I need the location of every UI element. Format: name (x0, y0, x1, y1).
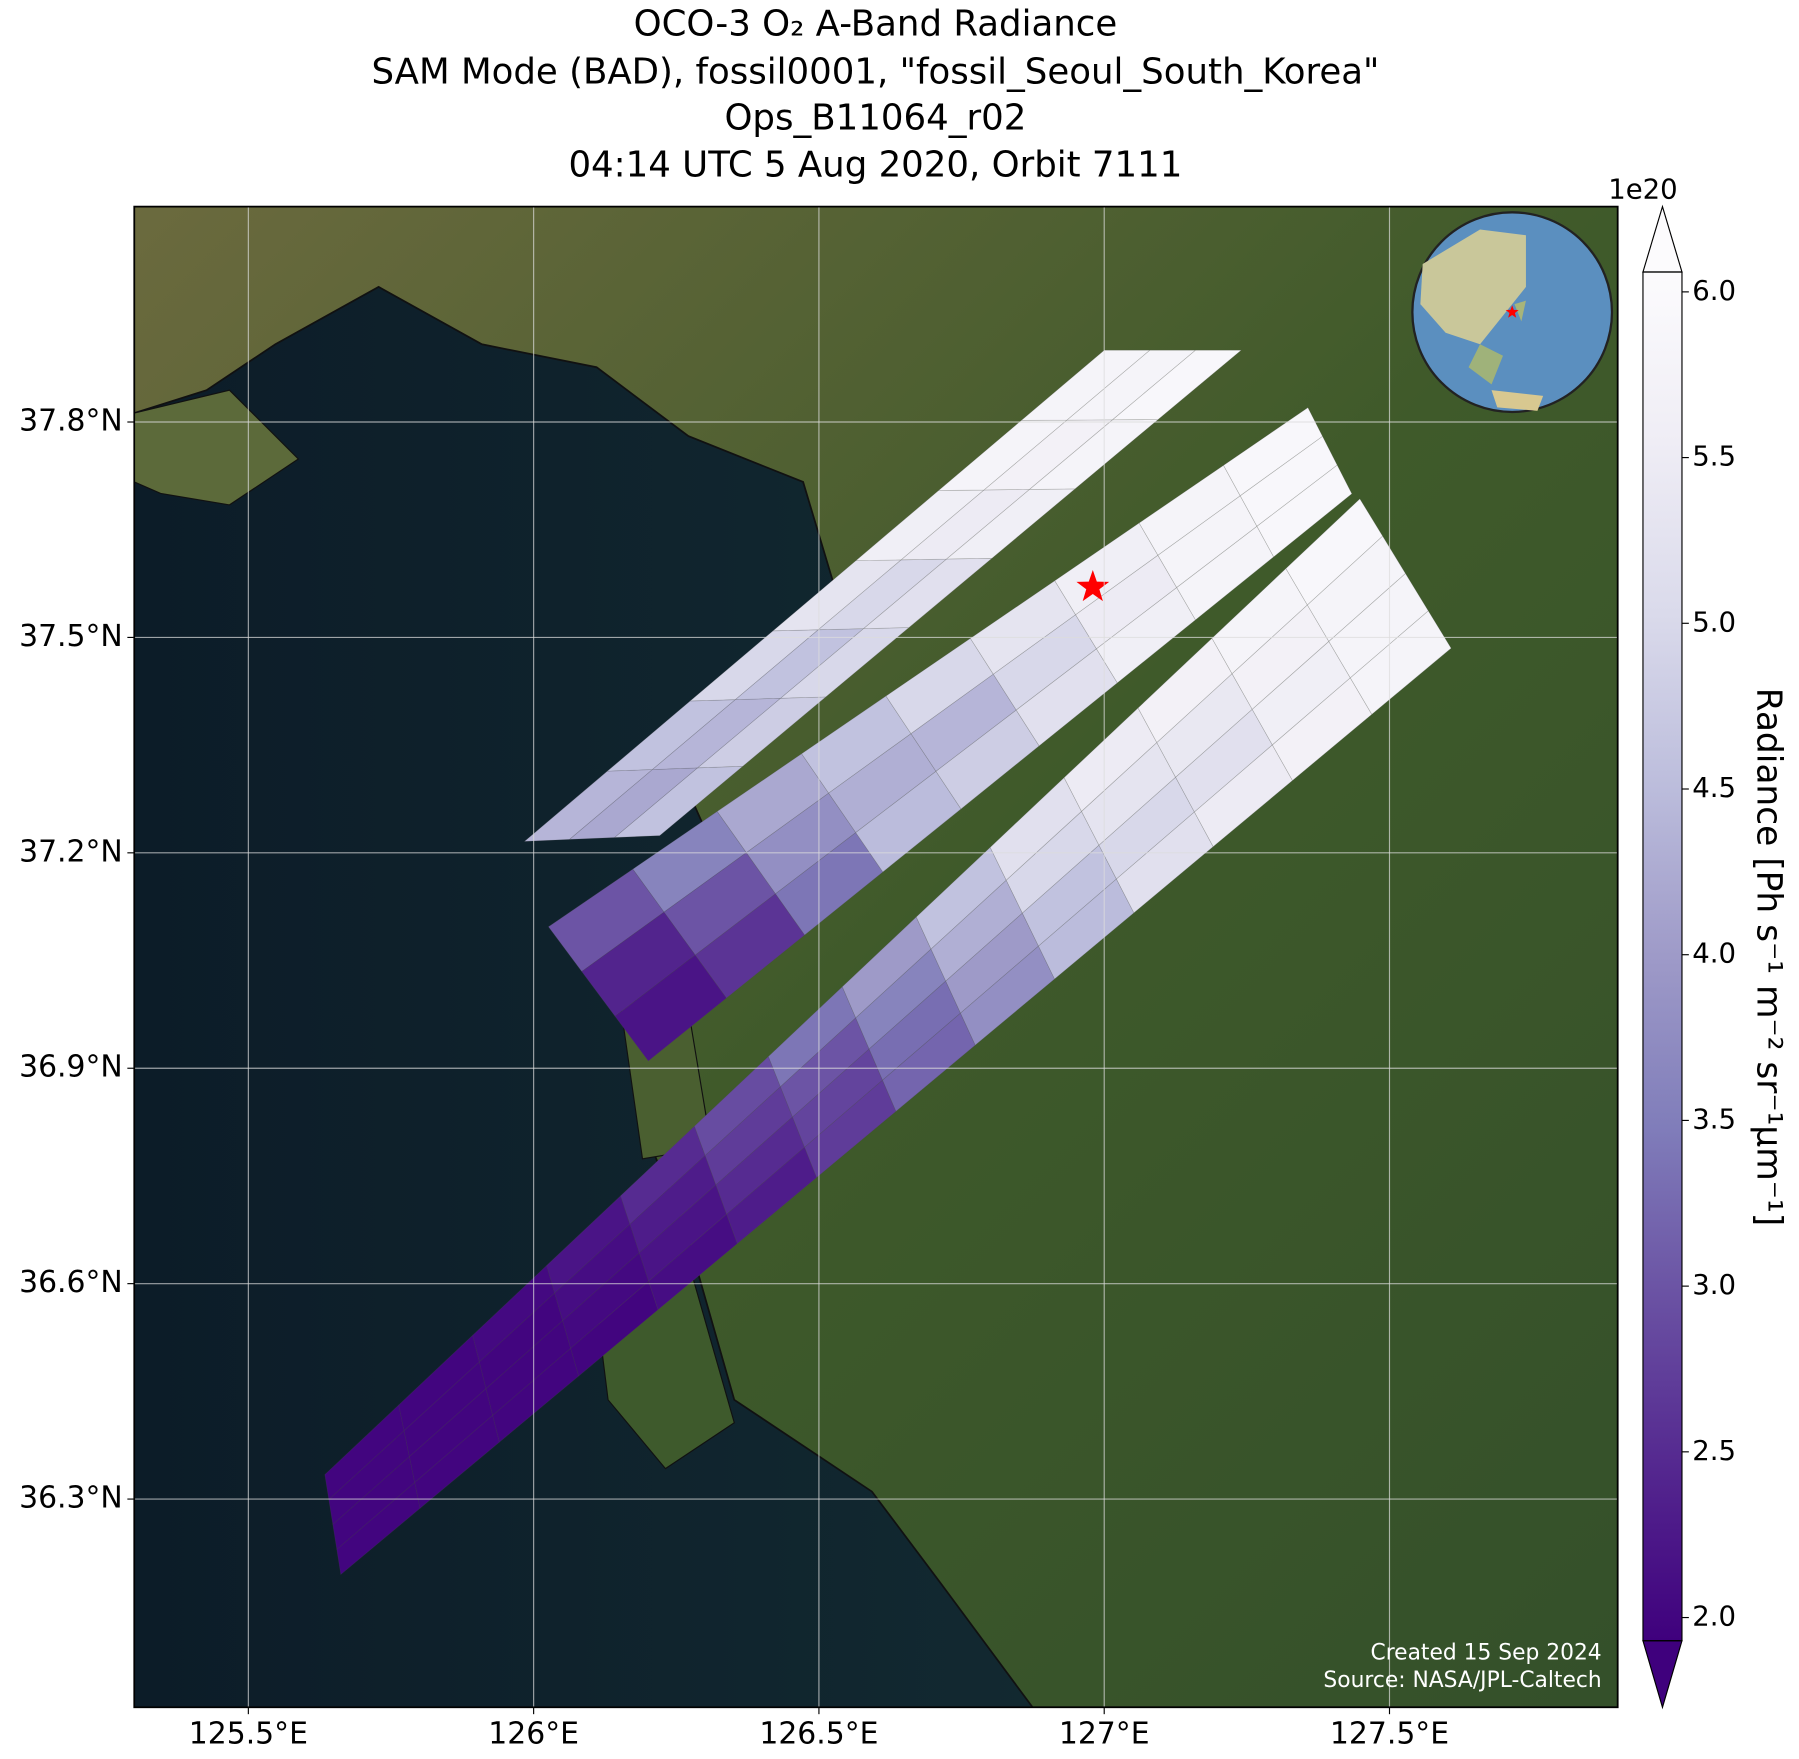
credit: Created 15 Sep 2024 (1370, 1640, 1601, 1665)
map-frame (133, 205, 1619, 1709)
target-star (1076, 569, 1110, 602)
y-tick-label: 37.2°N (19, 834, 123, 869)
swath-layer (324, 349, 1452, 1576)
colorbar-tick-label: 6.0 (1692, 275, 1736, 307)
colorbar-tick-label: 4.0 (1692, 938, 1736, 970)
swath-cell (1349, 610, 1452, 715)
colorbar-body (1642, 271, 1682, 1641)
credit: Source: NASA/JPL-Caltech (1323, 1668, 1601, 1693)
colorbar-tick-label: 5.5 (1692, 441, 1736, 473)
x-tick-label: 125.5°E (189, 1716, 308, 1751)
colorbar: 2.0 2.5 3.0 3.5 4.0 4.5 5.0 5.5 6.0 (1642, 204, 1736, 1710)
colorbar-offset: 1e20 (1608, 174, 1677, 206)
title-line: OCO-3 O₂ A-Band Radiance (634, 3, 1118, 44)
x-tick-label: 127°E (1059, 1716, 1150, 1751)
grid-layer (134, 206, 1618, 1708)
colorbar-extend (1642, 204, 1683, 273)
title-line: Ops_B11064_r02 (724, 97, 1026, 138)
colorbar-tick-label: 3.5 (1692, 1103, 1736, 1135)
title-line: 04:14 UTC 5 Aug 2020, Orbit 7111 (568, 144, 1182, 185)
y-tick-label: 36.3°N (19, 1481, 123, 1516)
colorbar-label: Radiance [Ph s⁻¹ m⁻² sr⁻¹μm⁻¹] (1748, 688, 1788, 1227)
y-tick-label: 37.8°N (19, 404, 123, 439)
y-tick-label: 36.6°N (19, 1265, 123, 1300)
x-tick-label: 126.5°E (759, 1716, 878, 1751)
swath-cell (1111, 349, 1243, 421)
y-tick-label: 36.9°N (19, 1050, 123, 1085)
colorbar-tick-label: 2.5 (1692, 1435, 1736, 1467)
colorbar-frame (1642, 271, 1683, 1642)
swath-cell (1256, 464, 1353, 558)
y-tick-label: 37.5°N (19, 619, 123, 654)
title-line: SAM Mode (BAD), fossil0001, "fossil_Seou… (371, 52, 1379, 93)
colorbar-tick-label: 5.0 (1692, 606, 1736, 638)
colorbar-tick-label: 2.0 (1692, 1601, 1736, 1633)
colorbar-extend (1642, 1640, 1683, 1710)
colorbar-tick-label: 4.5 (1692, 772, 1736, 804)
globe-star (1505, 305, 1519, 318)
x-tick-label: 126°E (488, 1716, 579, 1751)
x-tick-label: 127.5°E (1330, 1716, 1449, 1751)
colorbar-tick-label: 3.0 (1692, 1269, 1736, 1301)
